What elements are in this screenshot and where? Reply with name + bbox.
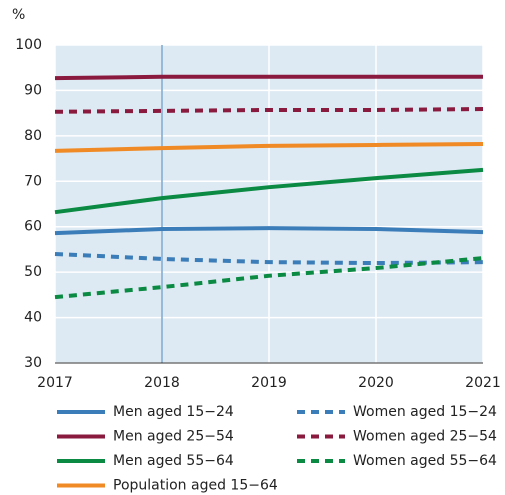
x-tick-label: 2021 — [465, 375, 501, 391]
y-tick-label: 30 — [24, 355, 42, 371]
x-tick-label: 2019 — [251, 375, 287, 391]
y-tick-label: 80 — [24, 128, 42, 144]
y-tick-label: 70 — [24, 173, 42, 189]
unit-label: % — [12, 7, 25, 23]
line — [54, 167, 484, 215]
legend-label: Men aged 15−24 — [113, 404, 234, 420]
line — [54, 142, 484, 153]
legend-label: Population aged 15−64 — [113, 478, 278, 494]
line — [54, 226, 484, 236]
line — [54, 74, 483, 81]
legend-label: Women aged 25−54 — [353, 429, 497, 445]
y-tick-label: 90 — [24, 82, 42, 98]
legend-label: Women aged 15−24 — [353, 404, 497, 420]
legend-label: Men aged 25−54 — [113, 429, 234, 445]
y-tick-label: 40 — [24, 310, 42, 326]
line — [54, 256, 484, 300]
line — [54, 251, 484, 266]
legend-label: Women aged 55−64 — [353, 453, 497, 469]
line — [54, 107, 484, 114]
legend-label: Men aged 55−64 — [113, 453, 234, 469]
x-tick-label: 2018 — [144, 375, 180, 391]
y-tick-label: 50 — [24, 264, 42, 280]
x-tick-label: 2017 — [37, 375, 73, 391]
x-tick-label: 2020 — [358, 375, 394, 391]
y-tick-label: 100 — [15, 37, 42, 53]
y-tick-label: 60 — [24, 219, 42, 235]
